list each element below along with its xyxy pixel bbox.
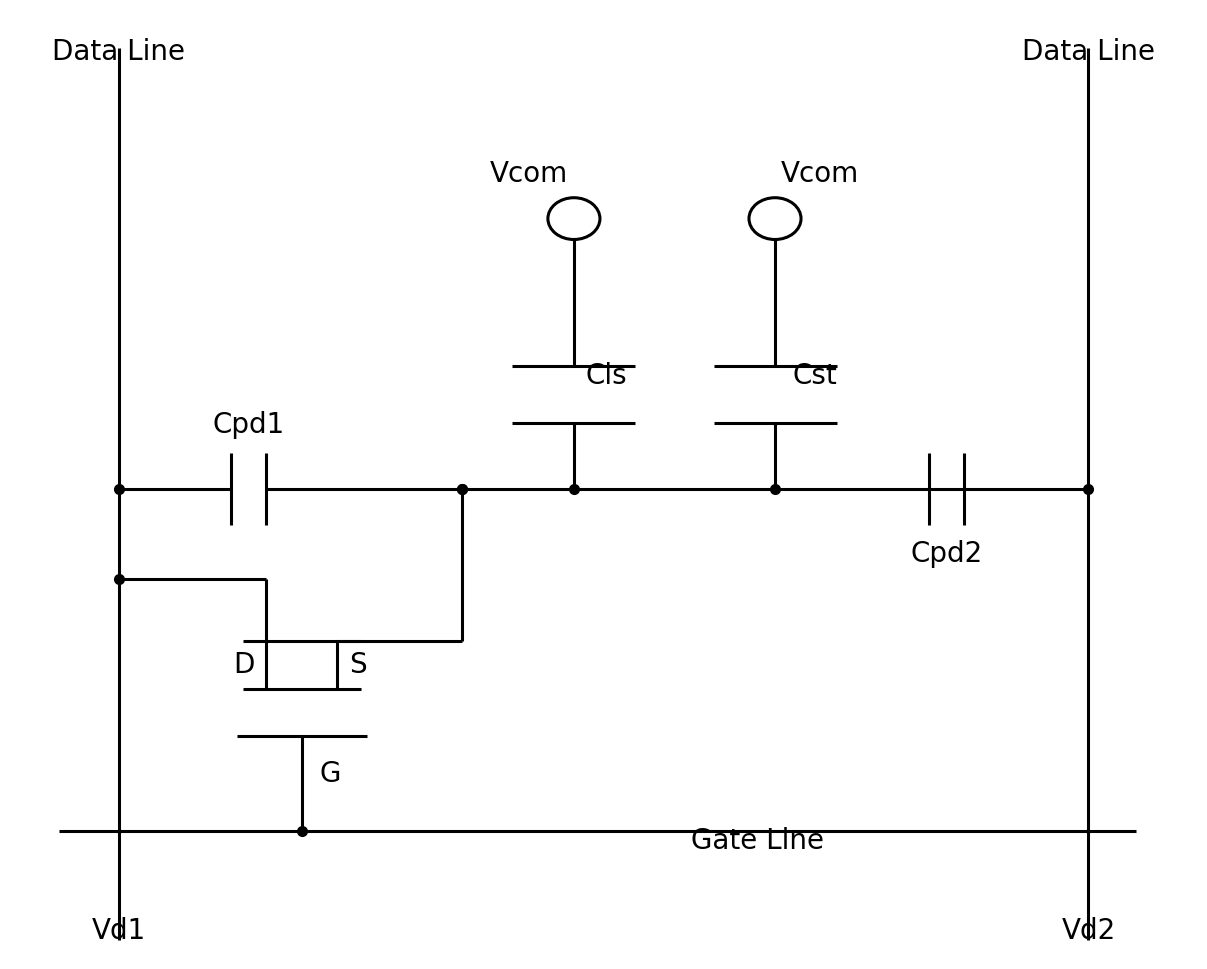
Text: Data Line: Data Line bbox=[1022, 38, 1155, 66]
Text: Cpd2: Cpd2 bbox=[910, 540, 982, 568]
Text: Cls: Cls bbox=[585, 361, 628, 390]
Text: Cst: Cst bbox=[793, 361, 838, 390]
Text: D: D bbox=[233, 651, 255, 679]
Text: Data Line: Data Line bbox=[52, 38, 185, 66]
Text: Gate Line: Gate Line bbox=[690, 827, 823, 855]
Text: G: G bbox=[320, 760, 342, 788]
Text: S: S bbox=[349, 651, 367, 679]
Text: Vd1: Vd1 bbox=[92, 917, 146, 945]
Text: Vcom: Vcom bbox=[781, 160, 859, 188]
Text: Vcom: Vcom bbox=[490, 160, 568, 188]
Text: Cpd1: Cpd1 bbox=[212, 411, 285, 439]
Text: Vd2: Vd2 bbox=[1061, 917, 1115, 945]
